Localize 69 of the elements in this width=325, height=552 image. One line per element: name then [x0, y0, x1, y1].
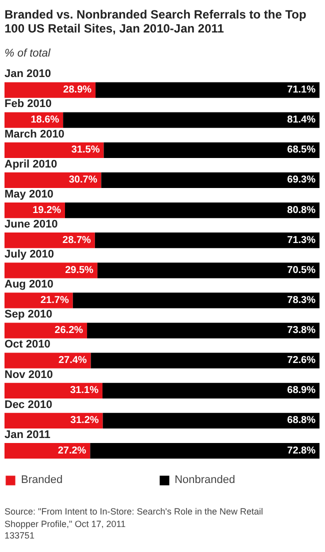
data-label: 18.6%: [30, 114, 60, 126]
bar: [94, 232, 320, 248]
bar: [90, 442, 320, 459]
y-tick-label: Dec 2010: [4, 398, 52, 411]
bar: [96, 82, 320, 98]
bar: [63, 112, 320, 128]
bar: [4, 82, 96, 98]
y-tick-label: Aug 2010: [4, 278, 54, 291]
bar: [4, 442, 90, 459]
bar: [4, 142, 104, 158]
data-label: 27.2%: [58, 445, 86, 456]
bar: [102, 412, 320, 429]
source-note: Source: "From Intent to In-Store: Search's Role in the New Retail Shopper Profile," Oct 17, 2011: [4, 506, 264, 530]
y-tick-label: April 2010: [4, 158, 58, 170]
y-tick-label: July 2010: [4, 248, 54, 261]
bar: [4, 382, 102, 398]
data-label: 31.2%: [70, 415, 99, 426]
bar: [4, 172, 102, 188]
bar: [4, 412, 103, 429]
bar: [104, 142, 320, 158]
data-label: 71.1%: [287, 84, 316, 96]
bar: [4, 232, 95, 248]
data-label: 21.7%: [40, 294, 69, 306]
data-label: 72.6%: [287, 355, 316, 366]
data-label: 71.3%: [287, 234, 316, 246]
data-label: 28.7%: [62, 234, 92, 246]
data-label: 29.5%: [65, 264, 94, 276]
data-label: 70.5%: [287, 264, 316, 276]
data-label: 81.4%: [287, 114, 316, 126]
y-tick-label: Nov 2010: [4, 368, 53, 381]
bar: [64, 202, 320, 218]
text: 133751: [4, 530, 35, 541]
chart-subtitle: % of total: [4, 48, 51, 60]
data-label: 19.2%: [32, 204, 62, 216]
bar: [4, 352, 91, 368]
data-label: 27.4%: [58, 355, 87, 366]
bar: [90, 352, 320, 368]
bar: [72, 292, 320, 308]
data-label: 73.8%: [287, 325, 316, 336]
data-label: 28.9%: [63, 84, 92, 96]
legend-label: Nonbranded: [174, 474, 236, 486]
data-label: 78.3%: [287, 294, 316, 306]
bar: [4, 262, 98, 278]
data-label: 80.8%: [287, 204, 316, 216]
bar: [4, 292, 73, 308]
data-label: 72.8%: [287, 445, 316, 456]
chart-title: Branded vs. Nonbranded Search Referrals to the Top 100 US Retail Sites, Jan 2010-Jan 2011: [4, 8, 306, 36]
data-label: 68.5%: [287, 144, 316, 156]
data-label: 31.5%: [71, 144, 100, 156]
data-label: 69.3%: [287, 174, 316, 186]
data-label: 31.1%: [70, 385, 99, 396]
y-tick-label: Feb 2010: [4, 98, 52, 110]
y-tick-label: Sep 2010: [4, 308, 52, 321]
y-tick-label: Oct 2010: [4, 338, 50, 351]
y-tick-label: May 2010: [4, 188, 54, 200]
data-label: 68.9%: [287, 385, 316, 396]
y-tick-label: March 2010: [4, 128, 64, 140]
legend-label: Branded: [21, 474, 63, 486]
y-tick-label: June 2010: [4, 218, 58, 230]
bar: [87, 322, 320, 338]
data-label: 30.7%: [68, 174, 98, 186]
bar: [97, 262, 320, 278]
bar: [101, 172, 320, 188]
data-label: 68.8%: [287, 415, 316, 426]
bar: [102, 382, 320, 398]
y-tick-label: Jan 2011: [4, 428, 50, 441]
bar: [4, 322, 88, 338]
data-label: 26.2%: [54, 325, 84, 336]
y-tick-label: Jan 2010: [4, 68, 51, 80]
